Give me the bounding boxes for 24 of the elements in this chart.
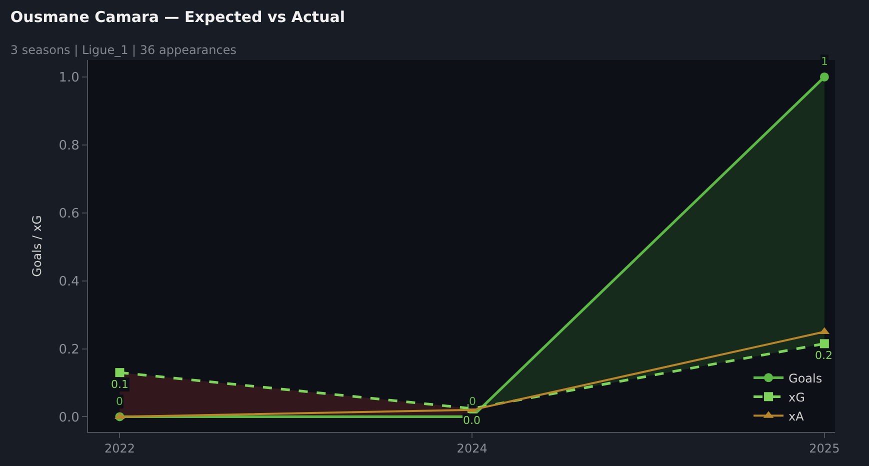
point [115, 368, 124, 378]
y-tick-label: 0.6 [58, 206, 80, 222]
y-tick-label: 0.4 [58, 274, 80, 290]
chart-title: Ousmane Camara — Expected vs Actual [10, 8, 346, 26]
point [820, 339, 829, 348]
data-label: 1 [821, 55, 828, 68]
y-tick-label: 0.8 [58, 138, 80, 154]
data-label: 0.2 [815, 349, 832, 362]
legend-label: Goals [788, 371, 822, 386]
data-label: 0 [469, 395, 476, 408]
point [820, 72, 829, 82]
y-tick-label: 0.0 [58, 410, 80, 426]
x-tick-label: 2025 [809, 441, 840, 456]
legend-label: xG [788, 390, 805, 404]
y-tick-label: 1.0 [58, 70, 80, 86]
data-label: 0.0 [463, 414, 480, 427]
chart-subtitle: 3 seasons | Ligue_1 | 36 appearances [10, 42, 236, 57]
legend-label: xA [788, 409, 805, 424]
data-label: 0 [116, 395, 123, 408]
x-tick-label: 2024 [456, 441, 488, 456]
y-axis-title: Goals / xG [30, 215, 44, 277]
y-tick-label: 0.2 [58, 342, 80, 358]
data-label: 0.1 [111, 378, 128, 391]
x-tick-label: 2022 [104, 441, 135, 456]
